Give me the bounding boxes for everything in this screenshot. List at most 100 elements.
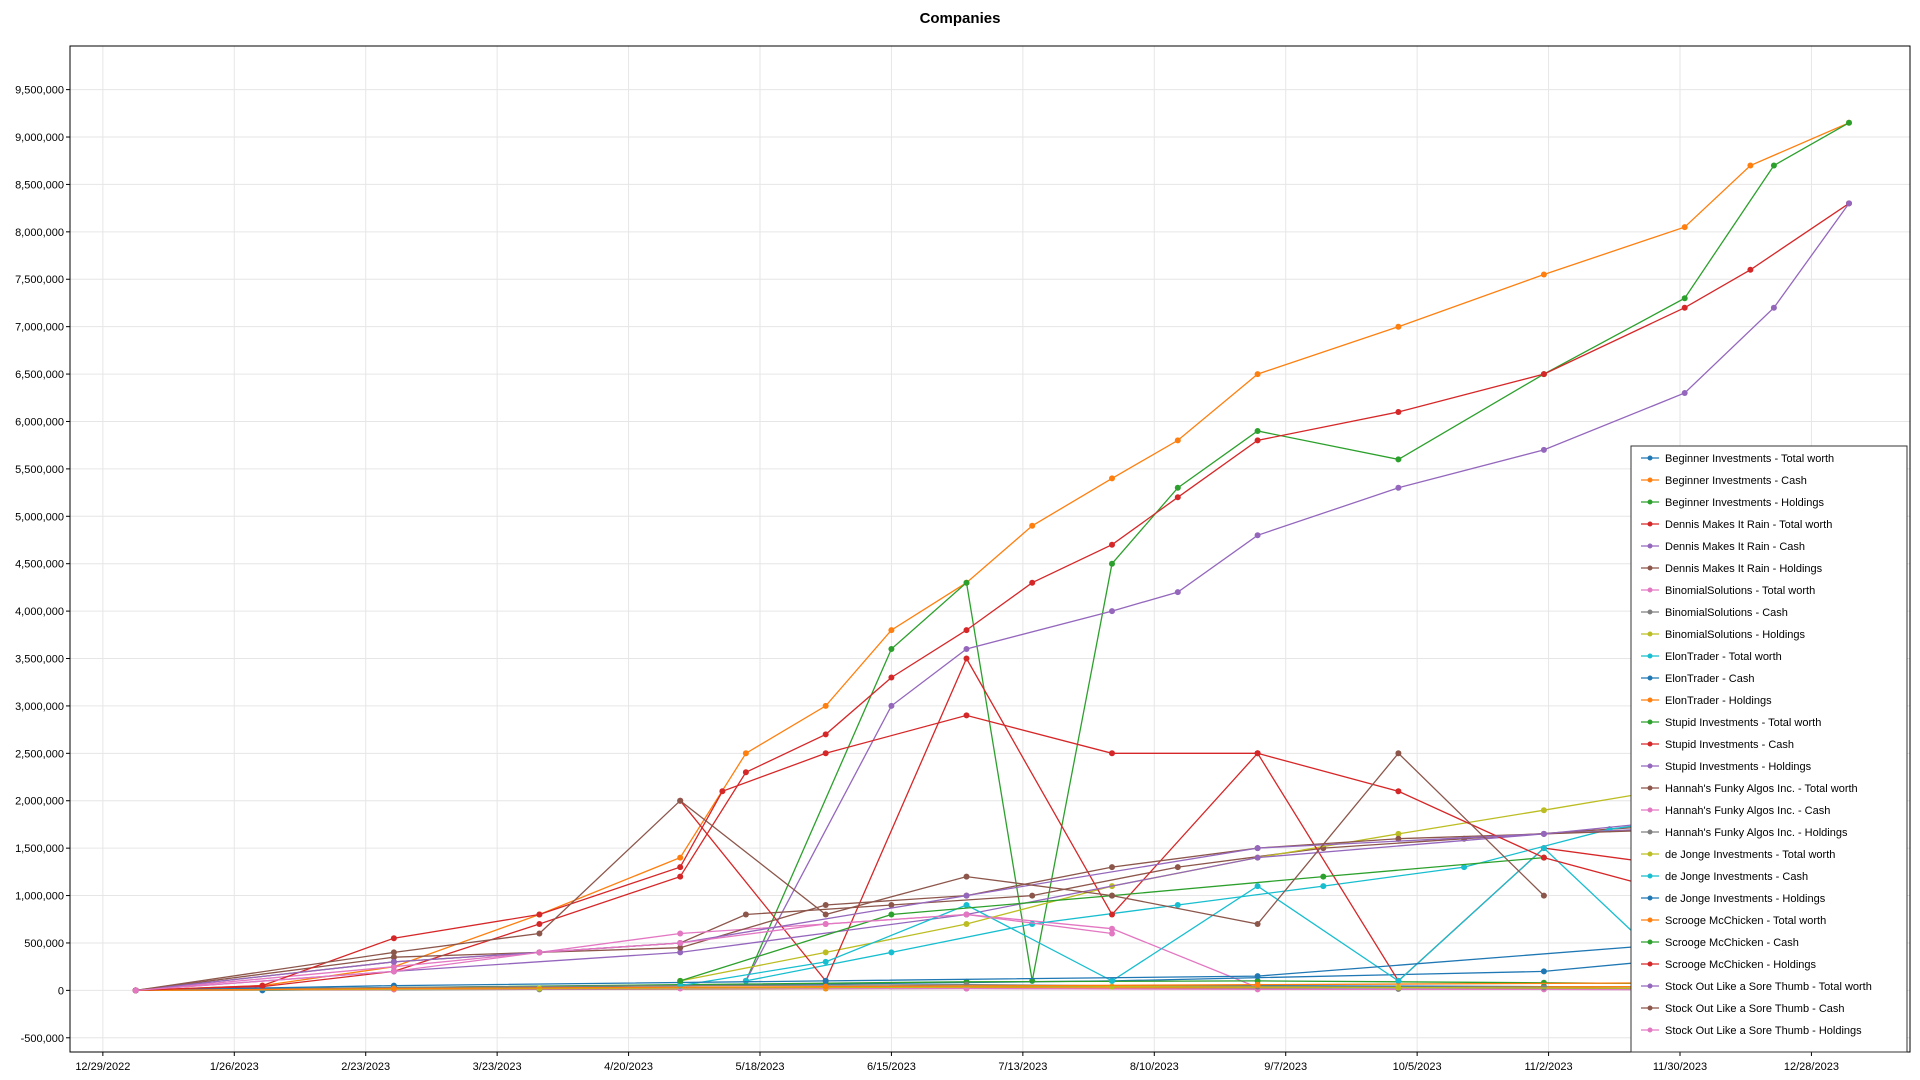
legend-label: ElonTrader - Total worth bbox=[1665, 651, 1782, 663]
data-point bbox=[888, 949, 895, 956]
data-point bbox=[1254, 981, 1261, 988]
data-point bbox=[1320, 883, 1327, 890]
data-point bbox=[1681, 295, 1688, 302]
x-tick-label: 12/28/2023 bbox=[1784, 1061, 1839, 1073]
legend-item: Stock Out Like a Sore Thumb - Holdings bbox=[1641, 1025, 1862, 1037]
y-tick-label: 8,000,000 bbox=[15, 227, 64, 239]
data-point bbox=[1320, 873, 1327, 880]
x-tick-label: 7/13/2023 bbox=[998, 1061, 1047, 1073]
series-line bbox=[135, 819, 1751, 992]
data-point bbox=[390, 968, 397, 975]
legend-item: Scrooge McChicken - Holdings bbox=[1641, 959, 1817, 971]
legend-swatch-marker bbox=[1647, 741, 1653, 747]
data-point bbox=[1109, 983, 1115, 990]
legend-item: Hannah's Funky Algos Inc. - Cash bbox=[1641, 805, 1830, 817]
data-point bbox=[888, 646, 895, 652]
data-point bbox=[822, 958, 829, 965]
series-line bbox=[745, 809, 1751, 982]
plot-frame bbox=[69, 45, 1911, 1053]
data-point bbox=[390, 935, 397, 942]
data-point bbox=[1770, 162, 1777, 169]
x-tick-label: 5/18/2023 bbox=[736, 1061, 785, 1073]
legend-swatch-marker bbox=[1647, 1005, 1653, 1011]
data-point bbox=[1029, 892, 1036, 899]
data-point bbox=[1109, 911, 1115, 918]
legend-label: Hannah's Funky Algos Inc. - Holdings bbox=[1665, 827, 1848, 839]
data-point bbox=[822, 949, 829, 956]
data-point bbox=[719, 788, 726, 795]
data-point bbox=[677, 797, 684, 804]
x-tick-label: 11/30/2023 bbox=[1653, 1061, 1707, 1073]
legend-item: de Jonge Investments - Total worth bbox=[1641, 849, 1835, 861]
legend-label: de Jonge Investments - Cash bbox=[1665, 871, 1808, 883]
legend-label: Scrooge McChicken - Cash bbox=[1665, 937, 1799, 949]
data-point bbox=[1540, 830, 1547, 837]
chart-title: Companies bbox=[919, 10, 1001, 27]
series-5 bbox=[132, 816, 1754, 994]
legend-swatch-marker bbox=[1647, 917, 1653, 923]
y-tick-label: 3,000,000 bbox=[15, 701, 64, 713]
data-point bbox=[742, 769, 749, 776]
data-point bbox=[963, 646, 970, 652]
y-tick-label: 3,500,000 bbox=[15, 654, 64, 666]
y-tick-label: 5,500,000 bbox=[15, 464, 64, 476]
data-point bbox=[1109, 541, 1115, 548]
data-point bbox=[1540, 854, 1547, 861]
grid bbox=[70, 46, 1910, 1052]
legend-label: Stock Out Like a Sore Thumb - Holdings bbox=[1665, 1025, 1862, 1037]
data-point bbox=[677, 930, 684, 937]
data-point bbox=[390, 985, 397, 992]
data-point bbox=[677, 940, 684, 946]
legend-swatch-marker bbox=[1647, 455, 1653, 461]
legend-item: BinomialSolutions - Holdings bbox=[1641, 629, 1806, 641]
legend-swatch-marker bbox=[1647, 807, 1653, 813]
data-point bbox=[1109, 475, 1115, 482]
data-point bbox=[1254, 532, 1261, 539]
data-point bbox=[1395, 484, 1402, 491]
data-point bbox=[1109, 560, 1115, 567]
legend-label: de Jonge Investments - Total worth bbox=[1665, 849, 1835, 861]
legend-item: Dennis Makes It Rain - Total worth bbox=[1641, 519, 1832, 531]
data-point bbox=[1109, 925, 1115, 932]
legend-label: Stupid Investments - Cash bbox=[1665, 739, 1794, 751]
axes: -500,000 0 500,000 1,000,000 1,500,000 2,000,… bbox=[15, 45, 1911, 1073]
legend-item: Beginner Investments - Total worth bbox=[1641, 453, 1834, 465]
data-point bbox=[536, 930, 543, 937]
legend-label: Hannah's Funky Algos Inc. - Total worth bbox=[1665, 783, 1858, 795]
data-point bbox=[822, 977, 829, 984]
data-point bbox=[888, 674, 895, 681]
data-point bbox=[888, 902, 895, 908]
data-point bbox=[390, 958, 397, 965]
data-point bbox=[1109, 864, 1115, 871]
legend-item: Scrooge McChicken - Total worth bbox=[1641, 915, 1826, 927]
legend-item: Dennis Makes It Rain - Holdings bbox=[1641, 563, 1823, 575]
legend-swatch-marker bbox=[1647, 587, 1653, 593]
data-point bbox=[677, 864, 684, 871]
data-point bbox=[536, 949, 543, 956]
y-tick-label: 7,000,000 bbox=[15, 322, 64, 334]
x-tick-label: 12/29/2022 bbox=[75, 1061, 130, 1073]
x-tick-label: 9/7/2023 bbox=[1264, 1061, 1307, 1073]
legend-swatch-marker bbox=[1647, 543, 1653, 549]
legend-label: Dennis Makes It Rain - Total worth bbox=[1665, 519, 1832, 531]
legend-label: ElonTrader - Cash bbox=[1665, 673, 1754, 685]
y-tick-label: 7,500,000 bbox=[15, 274, 64, 286]
data-point bbox=[1029, 522, 1036, 529]
legend-label: Dennis Makes It Rain - Holdings bbox=[1665, 563, 1823, 575]
data-point bbox=[536, 911, 543, 918]
legend-item: BinomialSolutions - Total worth bbox=[1641, 585, 1815, 597]
y-tick-label: 6,000,000 bbox=[15, 416, 64, 428]
series-line bbox=[135, 985, 1685, 992]
legend-item: Stock Out Like a Sore Thumb - Cash bbox=[1641, 1003, 1845, 1015]
series-group bbox=[132, 119, 1852, 994]
data-point bbox=[1174, 864, 1181, 871]
y-tick-label: 500,000 bbox=[24, 938, 64, 950]
data-point bbox=[1254, 371, 1261, 378]
data-point bbox=[1174, 437, 1181, 444]
data-point bbox=[822, 750, 829, 757]
data-point bbox=[1254, 428, 1261, 434]
series-line bbox=[135, 752, 1545, 992]
data-point bbox=[963, 627, 970, 634]
data-point bbox=[963, 921, 970, 927]
